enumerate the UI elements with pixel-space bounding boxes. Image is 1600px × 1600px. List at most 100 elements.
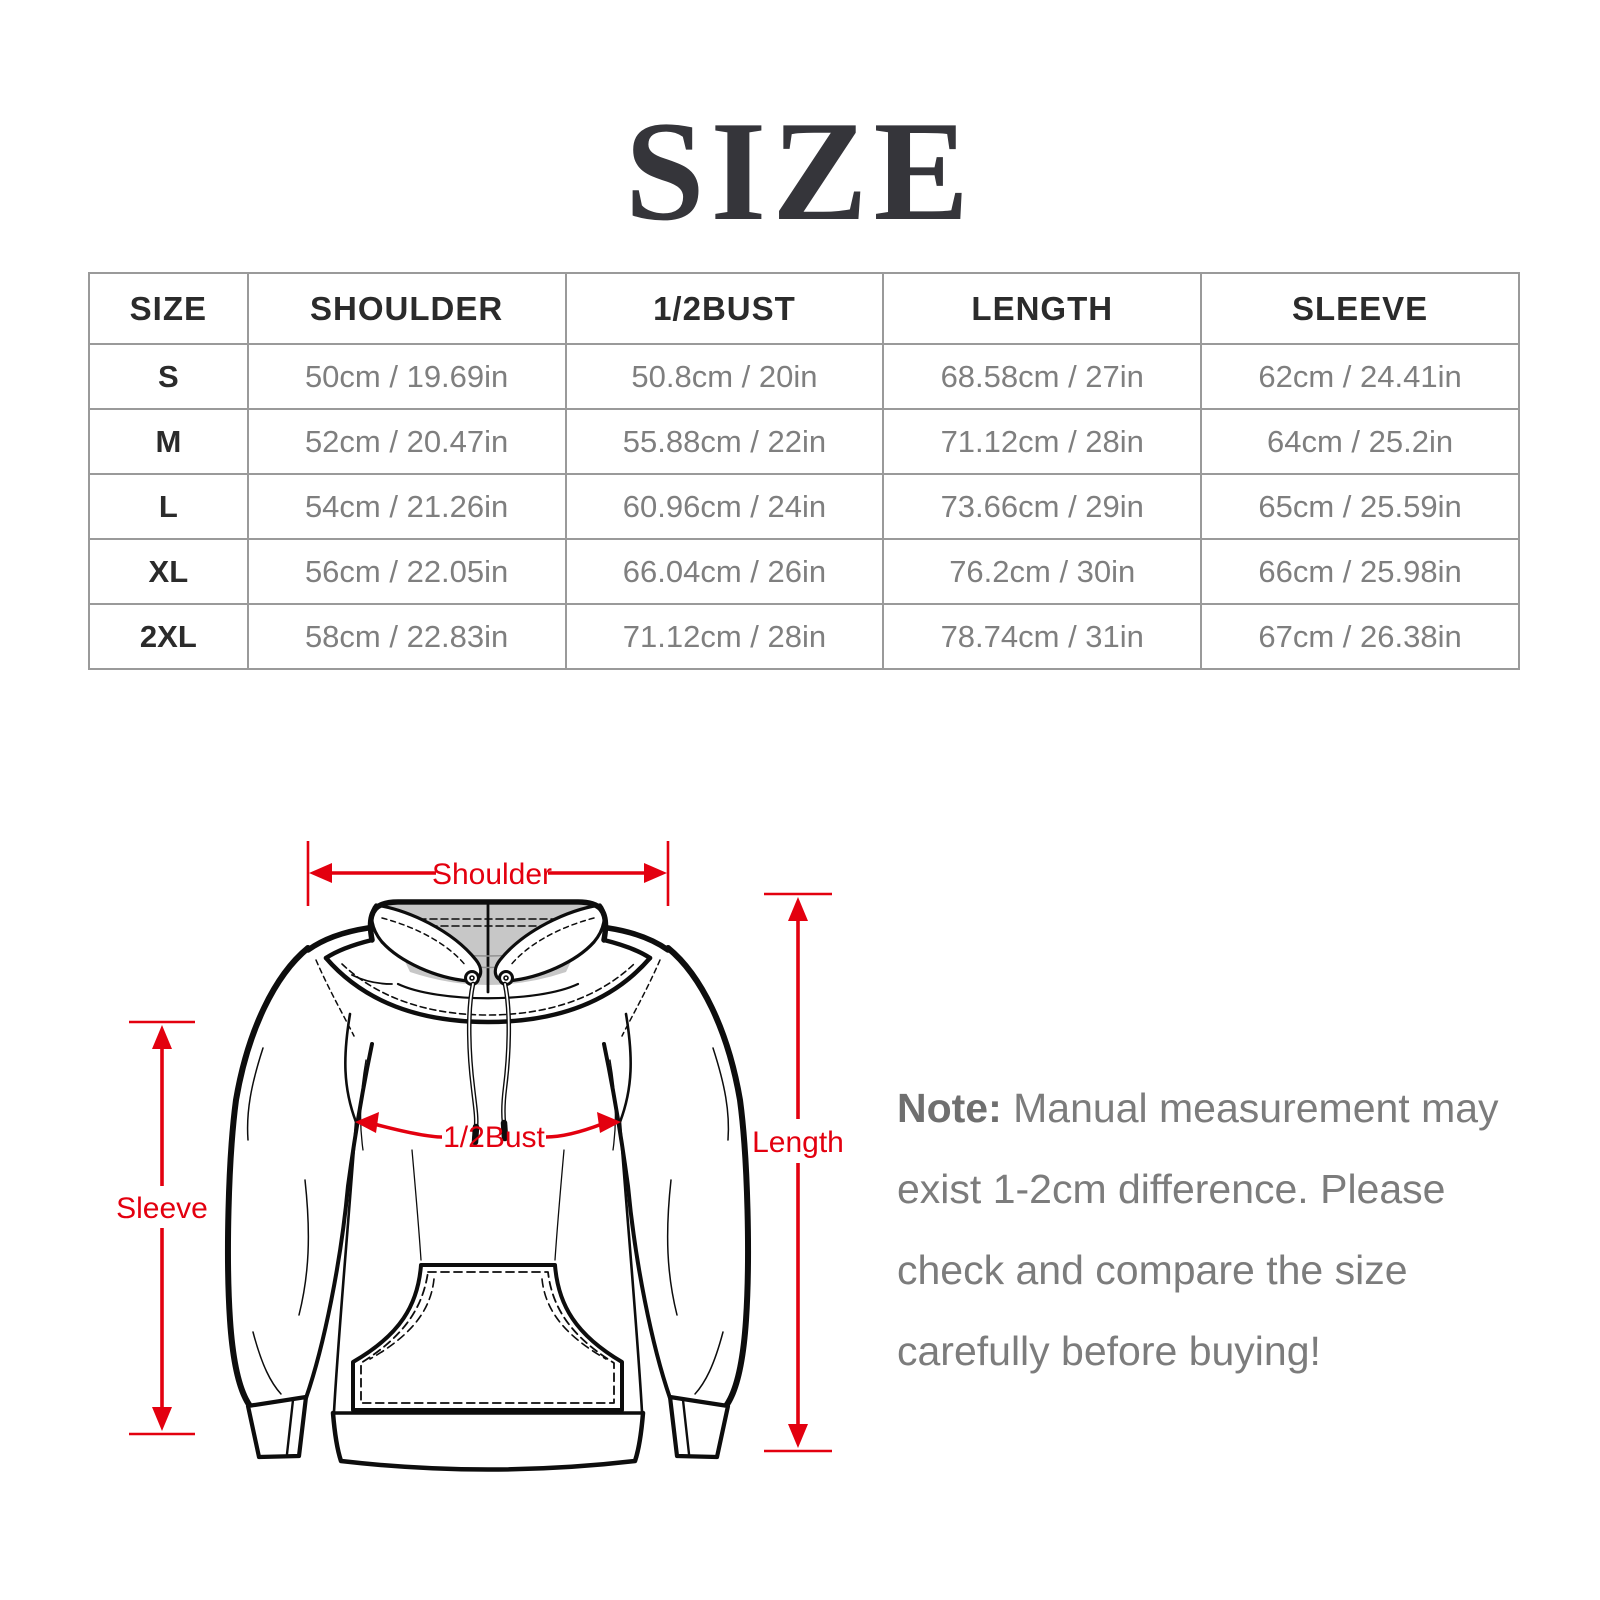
hood-top-edge [367, 899, 609, 943]
column-header-length: LENGTH [882, 272, 1203, 345]
bust-arrowhead-right [597, 1112, 621, 1133]
note-text: Manual measurement may [1001, 1085, 1499, 1131]
cell-sleeve: 62cm / 24.41in [1200, 343, 1520, 410]
drawstring-left-highlight [468, 983, 478, 1128]
collar-fold-crease [351, 974, 393, 985]
sleeve-label-bg [116, 1186, 208, 1228]
cell-sleeve: 66cm / 25.98in [1200, 538, 1520, 605]
length-arrowhead-top [788, 897, 808, 921]
table-row: 2XL 58cm / 22.83in 71.12cm / 28in 78.74c… [88, 603, 1520, 670]
column-header-bust: 1/2BUST [564, 272, 885, 345]
measurement-annotations: Shoulder 1/2Bust Sleeve [116, 841, 846, 1453]
body-crease [411, 1149, 422, 1261]
right-cuff-rib [681, 1398, 691, 1456]
length-label-bg [750, 1119, 846, 1163]
shoulder-arrowhead-left [309, 863, 332, 883]
cell-size: L [88, 473, 249, 540]
drawstring-right-highlight [502, 983, 510, 1124]
shoulder-slope-right [605, 925, 671, 953]
armhole-stitch [621, 959, 661, 1037]
cell-size: 2XL [88, 603, 249, 670]
right-cuff [667, 1394, 731, 1460]
right-sleeve-outline [665, 945, 751, 1409]
pocket-stitch [541, 1278, 607, 1360]
measurement-note: Note: Manual measurement may exist 1-2cm… [897, 1068, 1537, 1392]
table-row: XL 56cm / 22.05in 66.04cm / 26in 76.2cm … [88, 538, 1520, 605]
sleeve-crease [252, 1331, 282, 1395]
note-line: exist 1-2cm difference. Please [897, 1166, 1446, 1212]
cell-length: 68.58cm / 27in [882, 343, 1203, 410]
column-header-sleeve: SLEEVE [1200, 272, 1520, 345]
right-sleeve [604, 948, 748, 1405]
cell-bust: 50.8cm / 20in [564, 343, 885, 410]
sleeve-arrowhead-top [152, 1025, 172, 1049]
pocket-stitch [369, 1278, 435, 1360]
pocket-stitch [360, 1271, 615, 1404]
note-line: Note: Manual measurement may [897, 1068, 1537, 1149]
cell-shoulder: 56cm / 22.05in [246, 538, 567, 605]
left-sleeve-outline [225, 945, 311, 1409]
cell-shoulder: 54cm / 21.26in [246, 473, 567, 540]
collar-fold [396, 982, 580, 1000]
cell-length: 71.12cm / 28in [882, 408, 1203, 475]
sleeve-crease [712, 1047, 730, 1141]
sleeve-arrowhead-bottom [152, 1407, 172, 1431]
note-line: carefully before buying! [897, 1328, 1321, 1374]
table-row: S 50cm / 19.69in 50.8cm / 20in 68.58cm /… [88, 343, 1520, 410]
collar-bottom-edge [323, 955, 653, 1025]
cell-bust: 71.12cm / 28in [564, 603, 885, 670]
hem-band [330, 1410, 646, 1472]
table-row: M 52cm / 20.47in 55.88cm / 22in 71.12cm … [88, 408, 1520, 475]
bust-arrowhead-left [355, 1112, 379, 1133]
column-header-size: SIZE [88, 272, 249, 345]
cell-length: 78.74cm / 31in [882, 603, 1203, 670]
column-header-shoulder: SHOULDER [246, 272, 567, 345]
sleeve-crease [246, 1047, 264, 1141]
note-prefix: Note: [897, 1085, 1002, 1131]
eyelet-left-hole [469, 975, 475, 981]
cell-sleeve: 64cm / 25.2in [1200, 408, 1520, 475]
hoodie-line-art [225, 899, 751, 1472]
cell-bust: 55.88cm / 22in [564, 408, 885, 475]
cell-bust: 66.04cm / 26in [564, 538, 885, 605]
sleeve-label: Sleeve [116, 1192, 208, 1225]
right-sleeve-inner-edge [602, 1042, 672, 1400]
shoulder-measure: Shoulder [306, 841, 670, 906]
eyelet-right-hole [503, 975, 509, 981]
bust-measure: 1/2Bust [355, 1112, 621, 1154]
cell-shoulder: 50cm / 19.69in [246, 343, 567, 410]
cell-sleeve: 65cm / 25.59in [1200, 473, 1520, 540]
cell-length: 73.66cm / 29in [882, 473, 1203, 540]
page-title: SIZE [625, 92, 975, 250]
collar-right-edge [601, 937, 653, 961]
bust-line-left [373, 1122, 443, 1139]
size-table: SIZE SHOULDER 1/2BUST LENGTH SLEEVE S 50… [88, 272, 1520, 670]
drawstring-right-aglet [500, 1119, 509, 1142]
cell-sleeve: 67cm / 26.38in [1200, 603, 1520, 670]
cell-length: 76.2cm / 30in [882, 538, 1203, 605]
body-crease [554, 1149, 565, 1261]
table-header-row: SIZE SHOULDER 1/2BUST LENGTH SLEEVE [88, 272, 1520, 345]
collar-left-edge [323, 937, 375, 961]
left-cuff-rib [285, 1398, 295, 1456]
drawstring-left-aglet [471, 1123, 480, 1146]
bust-label: 1/2Bust [443, 1121, 545, 1154]
bust-line-right [545, 1122, 603, 1139]
body-right-seam [618, 1012, 644, 1414]
cell-shoulder: 52cm / 20.47in [246, 408, 567, 475]
hood-roll-stitch [509, 917, 595, 967]
length-label: Length [752, 1126, 844, 1159]
cell-bust: 60.96cm / 24in [564, 473, 885, 540]
cell-size: XL [88, 538, 249, 605]
sleeve-crease [694, 1331, 724, 1395]
cell-size: S [88, 343, 249, 410]
shoulder-arrowhead-right [644, 863, 667, 883]
hoodie-measurement-diagram: Shoulder 1/2Bust Sleeve [116, 841, 846, 1472]
note-line: check and compare the size [897, 1247, 1408, 1293]
body-left-seam [332, 1012, 358, 1414]
shoulder-label: Shoulder [432, 858, 552, 891]
left-cuff [245, 1394, 309, 1460]
cell-size: M [88, 408, 249, 475]
collar-stitch [341, 963, 635, 1016]
